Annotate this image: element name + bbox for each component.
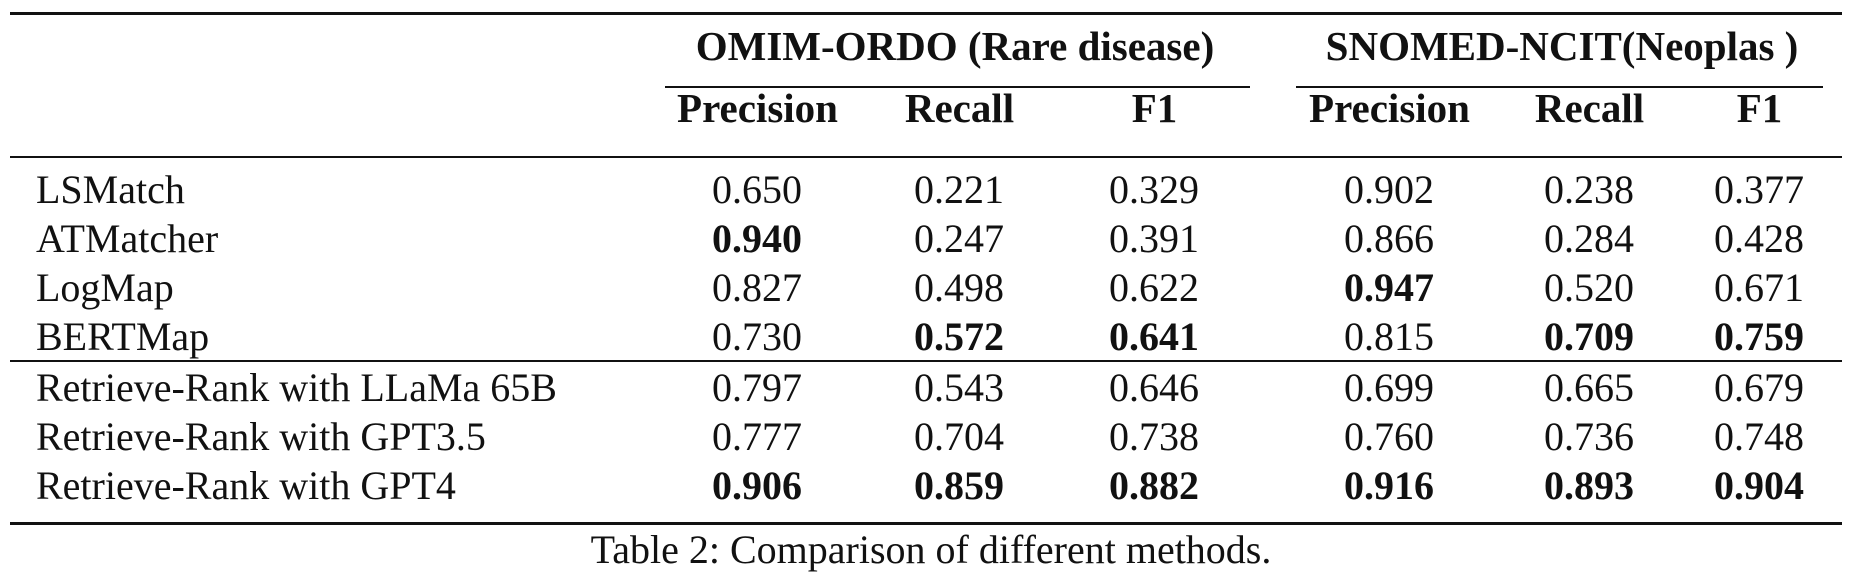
table-cell: 0.916 — [1344, 463, 1434, 508]
table-cell: 0.665 — [1544, 365, 1634, 410]
table-cell: 0.748 — [1714, 414, 1804, 459]
table-cell: 0.498 — [914, 265, 1004, 310]
method-name: ATMatcher — [36, 216, 219, 261]
table-cell: 0.904 — [1714, 463, 1804, 508]
table-cell: 0.827 — [712, 265, 802, 310]
table-cell: 0.947 — [1344, 265, 1434, 310]
group-header-snomed-ncit: SNOMED-NCIT(Neoplas ) — [1325, 23, 1799, 69]
table-cell: 0.759 — [1714, 314, 1804, 359]
table-cell: 0.329 — [1109, 167, 1199, 212]
table-cell: 0.572 — [914, 314, 1004, 359]
table-cell: 0.650 — [712, 167, 802, 212]
table-cell: 0.940 — [712, 216, 802, 261]
table-cell: 0.730 — [712, 314, 802, 359]
table-cell: 0.543 — [914, 365, 1004, 410]
table-cell: 0.247 — [914, 216, 1004, 261]
method-name: BERTMap — [36, 314, 210, 359]
table-cell: 0.646 — [1109, 365, 1199, 410]
group-separator-rule — [10, 360, 1842, 362]
column-header-precision-snomed: Precision — [1309, 85, 1470, 131]
method-name: Retrieve-Rank with GPT3.5 — [36, 414, 486, 459]
table-cell: 0.238 — [1544, 167, 1634, 212]
table-cell: 0.428 — [1714, 216, 1804, 261]
table-cell: 0.882 — [1109, 463, 1199, 508]
table-cell: 0.859 — [914, 463, 1004, 508]
table-cell: 0.902 — [1344, 167, 1434, 212]
table-cell: 0.704 — [914, 414, 1004, 459]
column-header-recall-omim: Recall — [904, 85, 1015, 131]
table-cell: 0.815 — [1344, 314, 1434, 359]
group-underline-omim-ordo — [665, 86, 1250, 88]
top-rule — [10, 12, 1842, 15]
table-caption: Table 2: Comparison of different methods… — [590, 527, 1272, 572]
method-name: Retrieve-Rank with GPT4 — [36, 463, 456, 508]
column-header-f1-omim: F1 — [1131, 85, 1178, 131]
table-cell: 0.866 — [1344, 216, 1434, 261]
method-name: LSMatch — [36, 167, 185, 212]
table-cell: 0.738 — [1109, 414, 1199, 459]
table-cell: 0.641 — [1109, 314, 1199, 359]
column-header-recall-snomed: Recall — [1534, 85, 1645, 131]
table-cell: 0.797 — [712, 365, 802, 410]
table-cell: 0.520 — [1544, 265, 1634, 310]
table-cell: 0.699 — [1344, 365, 1434, 410]
column-header-precision-omim: Precision — [677, 85, 838, 131]
method-name: LogMap — [36, 265, 174, 310]
method-name: Retrieve-Rank with LLaMa 65B — [36, 365, 557, 410]
bottom-rule — [10, 522, 1842, 525]
group-header-omim-ordo: OMIM-ORDO (Rare disease) — [695, 23, 1215, 69]
table-cell: 0.709 — [1544, 314, 1634, 359]
header-rule — [10, 156, 1842, 158]
table-cell: 0.736 — [1544, 414, 1634, 459]
table-cell: 0.679 — [1714, 365, 1804, 410]
table-cell: 0.893 — [1544, 463, 1634, 508]
table-cell: 0.284 — [1544, 216, 1634, 261]
table-cell: 0.391 — [1109, 216, 1199, 261]
table-cell: 0.906 — [712, 463, 802, 508]
table-cell: 0.622 — [1109, 265, 1199, 310]
table-cell: 0.221 — [914, 167, 1004, 212]
table-cell: 0.671 — [1714, 265, 1804, 310]
table-cell: 0.760 — [1344, 414, 1434, 459]
table-cell: 0.377 — [1714, 167, 1804, 212]
table-cell: 0.777 — [712, 414, 802, 459]
group-underline-snomed-ncit — [1296, 86, 1823, 88]
column-header-f1-snomed: F1 — [1736, 85, 1783, 131]
